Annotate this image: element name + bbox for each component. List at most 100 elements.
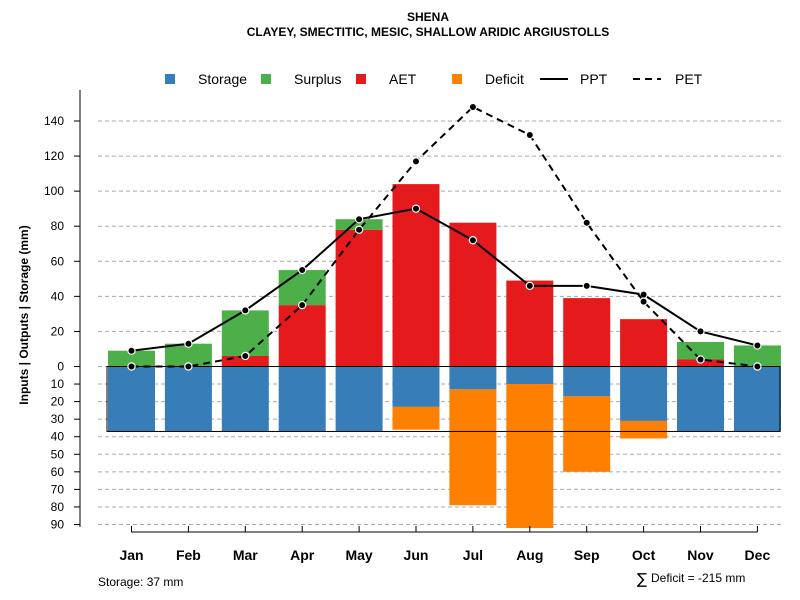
x-tick-label: Feb xyxy=(176,547,201,563)
storage-bar xyxy=(164,366,212,432)
legend: Storage Surplus AET Deficit PPT PET xyxy=(165,71,703,87)
y-tick-label: 120 xyxy=(44,149,64,163)
surplus-bar xyxy=(221,310,269,356)
ppt-point xyxy=(525,281,535,291)
pet-point xyxy=(411,157,421,166)
aet-bar xyxy=(563,298,611,367)
storage-note: Storage: 37 mm xyxy=(98,575,183,589)
ppt-point xyxy=(582,281,591,291)
pet-point xyxy=(753,362,762,371)
storage-bar xyxy=(392,366,440,407)
deficit-legend-swatch xyxy=(452,74,462,84)
ppt-point xyxy=(298,265,307,275)
y-tick-label: 80 xyxy=(51,500,65,514)
x-tick-label: Jan xyxy=(119,547,143,563)
aet-bar xyxy=(278,305,326,367)
chart-title: SHENA xyxy=(407,10,449,24)
y-axis-label: Inputs | Outputs | Storage (mm) xyxy=(17,225,31,404)
deficit-bar xyxy=(620,420,668,439)
y-tick-label: 60 xyxy=(51,465,65,479)
aet-bar xyxy=(449,222,497,367)
aet-bar xyxy=(221,355,269,367)
bars xyxy=(106,184,781,529)
storage-bar xyxy=(677,366,724,432)
pet-point xyxy=(468,102,478,112)
y-tick-label: 40 xyxy=(51,289,65,303)
y-tick-label: 20 xyxy=(51,395,65,409)
x-tick-label: Dec xyxy=(745,547,771,563)
storage-bar xyxy=(620,366,668,421)
y-tick-label: 70 xyxy=(51,482,65,496)
y-tick-label: 80 xyxy=(51,219,65,233)
deficit-bar xyxy=(392,406,440,430)
storage-bar xyxy=(335,366,383,432)
y-tick-label: 40 xyxy=(51,430,65,444)
y-tick-label: 100 xyxy=(44,184,64,198)
storage-legend-swatch xyxy=(165,74,175,84)
surplus-legend-swatch xyxy=(261,74,271,84)
storage-bar xyxy=(563,366,611,397)
pet-point xyxy=(525,130,535,140)
pet-point xyxy=(184,362,193,371)
y-tick-label: 60 xyxy=(51,254,65,268)
surplus-legend-label: Surplus xyxy=(294,71,341,87)
pet-point xyxy=(241,351,250,361)
pet-point xyxy=(298,300,307,310)
y-tick-label: 140 xyxy=(44,114,64,128)
x-tick-label: Mar xyxy=(233,547,258,563)
ppt-point xyxy=(753,341,762,350)
aet-bar xyxy=(392,184,440,367)
y-tick-label: 90 xyxy=(51,518,65,532)
ppt-point xyxy=(411,204,421,213)
storage-legend-label: Storage xyxy=(198,71,247,87)
deficit-legend-label: Deficit xyxy=(485,71,524,87)
surplus-bar xyxy=(335,219,383,230)
lines xyxy=(127,102,762,371)
surplus-bar xyxy=(278,270,326,306)
y-tick-label: 0 xyxy=(57,360,64,374)
storage-capacity-frame xyxy=(106,366,781,432)
ppt-point xyxy=(127,346,136,355)
aet-bar xyxy=(620,319,668,367)
storage-bar xyxy=(506,366,554,385)
grid xyxy=(98,120,784,526)
x-tick-label: May xyxy=(345,547,372,563)
y-tick-label: 10 xyxy=(51,377,65,391)
ppt-point xyxy=(468,236,478,245)
aet-legend-label: AET xyxy=(389,71,417,87)
storage-bar xyxy=(733,366,781,432)
pet-point xyxy=(639,297,648,306)
deficit-bar xyxy=(449,389,497,506)
x-tick-label: Apr xyxy=(290,547,315,563)
ppt-point xyxy=(696,327,705,336)
ppt-point xyxy=(354,214,364,224)
y-tick-label: 50 xyxy=(51,447,65,461)
pet-point xyxy=(582,218,591,227)
pet-line xyxy=(131,105,758,368)
aet-legend-swatch xyxy=(356,74,366,84)
aet-bar xyxy=(506,280,554,367)
storage-bar xyxy=(449,366,497,390)
surplus-bar xyxy=(164,343,212,367)
axes: 0 20 40 60 80 100 120 140 10 20 30 40 50 60 70 80 90 Jan F… xyxy=(44,90,770,563)
pet-point xyxy=(127,362,136,371)
deficit-bar xyxy=(563,396,611,472)
aet-bar xyxy=(335,229,383,367)
ppt-line xyxy=(131,207,758,352)
x-tick-label: Nov xyxy=(687,547,714,563)
deficit-bar xyxy=(506,384,554,529)
x-tick-label: Oct xyxy=(632,547,656,563)
pet-point xyxy=(696,355,705,364)
x-tick-label: Jun xyxy=(404,547,429,563)
storage-bar xyxy=(278,366,326,432)
pet-legend-label: PET xyxy=(675,71,703,87)
chart-subtitle: CLAYEY, SMECTITIC, MESIC, SHALLOW ARIDIC… xyxy=(247,25,609,39)
ppt-legend-label: PPT xyxy=(580,71,608,87)
x-tick-label: Jul xyxy=(463,547,483,563)
storage-bar xyxy=(221,366,269,432)
surplus-bar xyxy=(733,345,781,367)
x-tick-label: Aug xyxy=(516,547,543,563)
sum-icon: ∑ xyxy=(637,570,647,588)
y-tick-label: 30 xyxy=(51,412,65,426)
deficit-note: Deficit = -215 mm xyxy=(651,571,745,585)
